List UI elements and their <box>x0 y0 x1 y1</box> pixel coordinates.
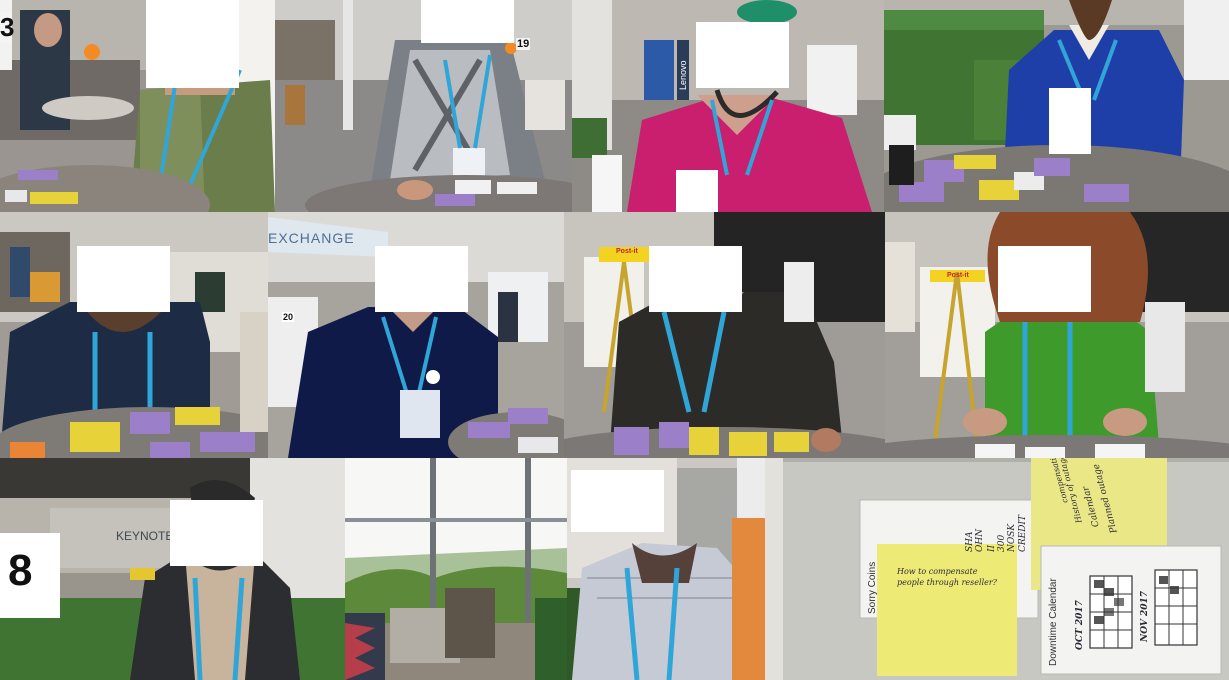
table-number-sign: 20 <box>282 312 295 322</box>
post-it-pad-label: Post-it <box>616 248 638 255</box>
sorry-coins-card-line: OHN <box>975 528 985 552</box>
face-redaction-box <box>696 22 789 88</box>
sorry-coins-card-line: SHA <box>965 531 975 552</box>
keynotes-hall-sign: KEYNOTES <box>116 529 182 543</box>
photo-tile-11: BO <box>567 458 765 680</box>
photo-tile-6: EXCHANGE 20 <box>268 212 564 458</box>
exchange-wall-sign: EXCHANGE <box>268 230 355 246</box>
photo-tile-9: 8 KEYNOTES <box>0 458 345 680</box>
photo-tile-3: Lenovo <box>572 0 884 212</box>
photo-tile-12: Sorry Coins SHA OHN II 300 NOSK CREDIT H… <box>765 458 1229 680</box>
photo-tile-10 <box>345 458 567 680</box>
face-redaction-box <box>170 500 263 566</box>
photo-tile-2: 19 <box>275 0 572 212</box>
photo-tile-5 <box>0 212 268 458</box>
table-number-sign: 8 <box>8 546 33 595</box>
post-it-pad-label: Post-it <box>947 272 969 279</box>
badge-redaction-box <box>676 170 718 212</box>
photo-tile-1: 3 <box>0 0 275 212</box>
sorry-coins-card-line: II <box>987 544 997 552</box>
face-redaction-box <box>77 246 170 312</box>
face-redaction-box <box>998 246 1091 312</box>
sorry-coins-card-title: Sorry Coins <box>867 561 878 614</box>
face-redaction-box <box>1049 88 1091 154</box>
lenovo-banner: Lenovo <box>678 60 688 90</box>
sorry-coins-card-line: 300 <box>997 534 1007 552</box>
face-redaction-box <box>421 0 514 43</box>
table-number-sign: 3 <box>0 12 15 43</box>
sorry-coins-card-line: NOSK <box>1007 523 1017 552</box>
calendar-month-label: OCT 2017 <box>1075 600 1085 650</box>
photo-tile-8: Post-it <box>885 212 1229 458</box>
sorry-coins-card-line: CREDIT <box>1018 514 1028 552</box>
calendar-month-label: NOV 2017 <box>1140 590 1150 642</box>
calendar-grid-nov <box>1154 569 1198 646</box>
face-redaction-box <box>649 246 742 312</box>
photo-tile-4 <box>884 0 1229 212</box>
face-redaction-box <box>375 246 468 312</box>
downtime-calendar-card-title: Downtime Calendar <box>1048 578 1059 666</box>
face-redaction-box <box>146 0 239 88</box>
table-number-sign: 19 <box>516 38 531 50</box>
sticky-note-reseller-question: How to compensate people through reselle… <box>897 567 997 587</box>
photo-tile-7: Post-it <box>564 212 885 458</box>
calendar-grid-oct <box>1089 575 1133 649</box>
face-redaction-box <box>571 470 664 532</box>
